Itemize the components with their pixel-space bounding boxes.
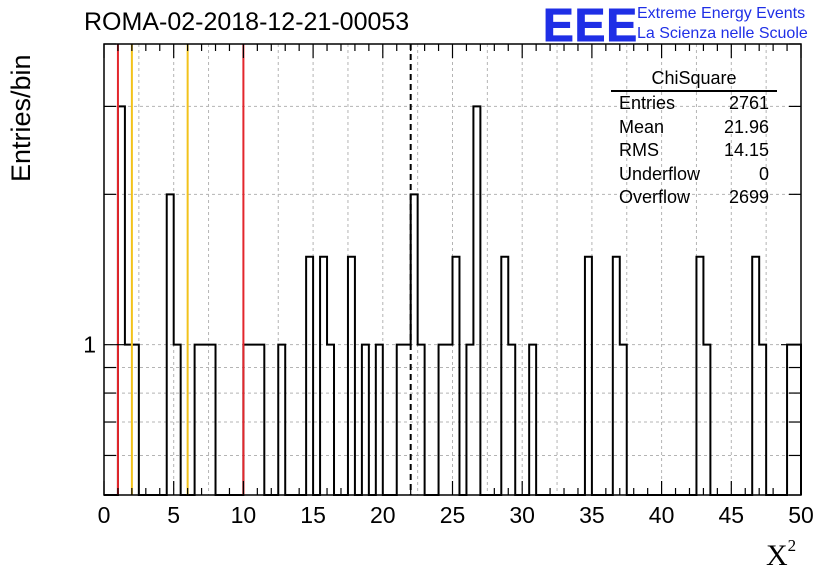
histogram-bin [613, 257, 620, 495]
histogram-bin [320, 257, 327, 495]
histogram-bin [696, 257, 703, 495]
stats-row-entries: Entries 2761 [611, 92, 777, 116]
stats-row-mean: Mean 21.96 [611, 116, 777, 140]
histogram-bin [585, 257, 592, 495]
histogram-bin [620, 345, 627, 495]
histogram-bin [466, 345, 473, 495]
histogram-bin [174, 345, 181, 495]
eee-logo: EEE [542, 0, 639, 51]
histogram-bin [243, 345, 250, 495]
tagline-line-2: La Scienza nelle Scuole [637, 25, 808, 42]
stats-row-underflow: Underflow 0 [611, 163, 777, 187]
histogram-bin [362, 345, 369, 495]
stats-label: RMS [619, 140, 659, 160]
histogram-bin [759, 345, 766, 495]
x-tick-label: 10 [231, 502, 257, 528]
histogram-bin [195, 345, 202, 495]
histogram-bin [250, 345, 257, 495]
x-tick-label: 45 [719, 502, 745, 528]
histogram-bin [439, 345, 446, 495]
histogram-bin [132, 345, 139, 495]
histogram-bin [418, 345, 425, 495]
x-tick-label: 25 [440, 502, 466, 528]
stats-value: 14.15 [723, 140, 769, 160]
stats-box: ChiSquare Entries 2761 Mean 21.96 RMS 14… [611, 68, 777, 210]
plot-title: ROMA-02-2018-12-21-00053 [84, 8, 410, 36]
histogram-bin [209, 345, 216, 495]
histogram-bin [118, 106, 125, 495]
histogram-bin [411, 194, 418, 495]
histogram-bin [529, 345, 536, 495]
histogram-bin [167, 194, 174, 495]
stats-value: 21.96 [723, 116, 769, 137]
histogram-bin [501, 257, 508, 495]
histogram-bin [404, 345, 411, 495]
x-tick-label: 20 [370, 502, 396, 528]
tagline-line-1: Extreme Energy Events [637, 5, 806, 22]
histogram-bin [257, 345, 264, 495]
stats-row-overflow: Overflow 2699 [611, 186, 777, 210]
stats-title: ChiSquare [611, 68, 777, 92]
histogram-bin [397, 345, 404, 495]
histogram-bin [327, 345, 334, 495]
x-tick-label: 50 [788, 502, 814, 528]
histogram-bin [125, 345, 132, 495]
x-axis-label: X2 [766, 536, 797, 572]
stats-value: 0 [758, 163, 769, 184]
histogram-bin [278, 345, 285, 495]
stats-label: Mean [619, 116, 665, 137]
histogram-bin [473, 106, 480, 495]
histogram-bin [752, 257, 759, 495]
stats-row-rms: RMS 14.15 [611, 139, 777, 163]
x-tick-label: 15 [300, 502, 326, 528]
stats-value: 2761 [728, 93, 769, 113]
histogram-bin [703, 345, 710, 495]
histogram-bin [306, 257, 313, 495]
histogram-bin [508, 345, 515, 495]
histogram-bin [202, 345, 209, 495]
logo-tagline: Extreme Energy Events La Scienza nelle S… [637, 4, 808, 44]
stats-label: Overflow [619, 187, 691, 207]
y-tick-label: 1 [83, 332, 96, 358]
stats-label: Underflow [619, 163, 701, 184]
x-tick-label: 0 [98, 502, 111, 528]
stats-value: 2699 [728, 187, 769, 207]
histogram-bin [376, 345, 383, 495]
histogram-bin [348, 257, 355, 495]
x-tick-label: 35 [579, 502, 605, 528]
x-tick-label: 5 [167, 502, 180, 528]
histogram-bin [453, 257, 460, 495]
x-tick-label: 40 [649, 502, 675, 528]
histogram-bin [446, 345, 453, 495]
x-tick-label: 30 [509, 502, 535, 528]
stats-label: Entries [619, 93, 676, 113]
